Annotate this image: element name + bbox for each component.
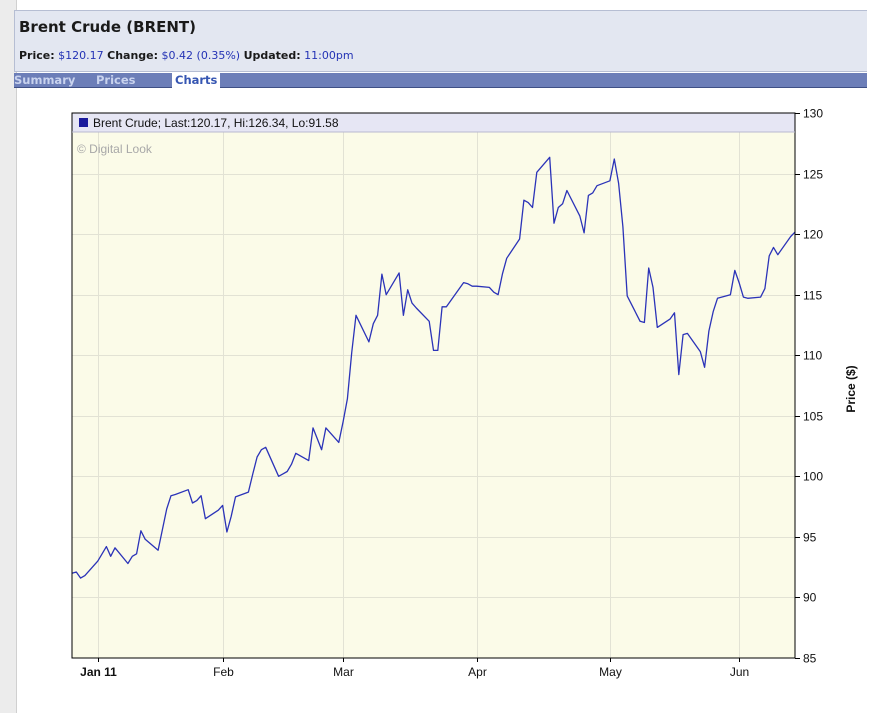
updated-label: Updated: xyxy=(243,49,301,62)
y-tick-label: 125 xyxy=(803,168,823,182)
tab-bar: Summary Prices Charts xyxy=(14,73,867,88)
change-value: $0.42 (0.35%) xyxy=(161,49,241,62)
x-tick-label: Jan 11 xyxy=(80,665,117,679)
x-tick-label: Apr xyxy=(468,665,487,679)
tab-charts[interactable]: Charts xyxy=(172,73,221,88)
updated-value: 11:00pm xyxy=(304,49,354,62)
instrument-title: Brent Crude (BRENT) xyxy=(19,18,197,36)
x-tick-label: May xyxy=(599,665,622,679)
y-tick-label: 110 xyxy=(803,349,822,363)
legend-band xyxy=(72,113,795,132)
plot-border xyxy=(71,112,796,659)
price-value: $120.17 xyxy=(58,49,104,62)
x-tick-label: Jun xyxy=(730,665,749,679)
y-tick-label: 130 xyxy=(803,107,823,121)
x-axis-ticks: Jan 11 Feb Mar Apr May Jun xyxy=(80,658,749,679)
change-label: Change: xyxy=(107,49,159,62)
y-tick-label: 85 xyxy=(803,652,817,666)
price-label: Price: xyxy=(19,49,55,62)
x-tick-label: Mar xyxy=(333,665,354,679)
y-tick-label: 100 xyxy=(803,470,823,484)
y-axis-label: Price ($) xyxy=(844,365,858,412)
y-tick-label: 120 xyxy=(803,228,823,242)
watermark: © Digital Look xyxy=(77,142,153,156)
legend-swatch xyxy=(79,118,88,127)
series-line xyxy=(71,156,796,579)
y-tick-label: 95 xyxy=(803,531,817,545)
instrument-header xyxy=(14,10,867,72)
x-tick-label: Feb xyxy=(213,665,234,679)
y-axis-ticks: 85 90 95 100 105 110 115 120 125 130 xyxy=(795,107,823,666)
tab-prices[interactable]: Prices xyxy=(96,73,136,87)
plot-area xyxy=(72,113,795,658)
price-summary: Price: $120.17 Change: $0.42 (0.35%) Upd… xyxy=(19,49,354,62)
tab-summary[interactable]: Summary xyxy=(14,73,76,87)
y-tick-label: 115 xyxy=(803,289,822,303)
y-tick-label: 90 xyxy=(803,591,817,605)
legend-text: Brent Crude; Last:120.17, Hi:126.34, Lo:… xyxy=(93,116,339,130)
gridlines xyxy=(72,132,795,658)
y-tick-label: 105 xyxy=(803,410,823,424)
